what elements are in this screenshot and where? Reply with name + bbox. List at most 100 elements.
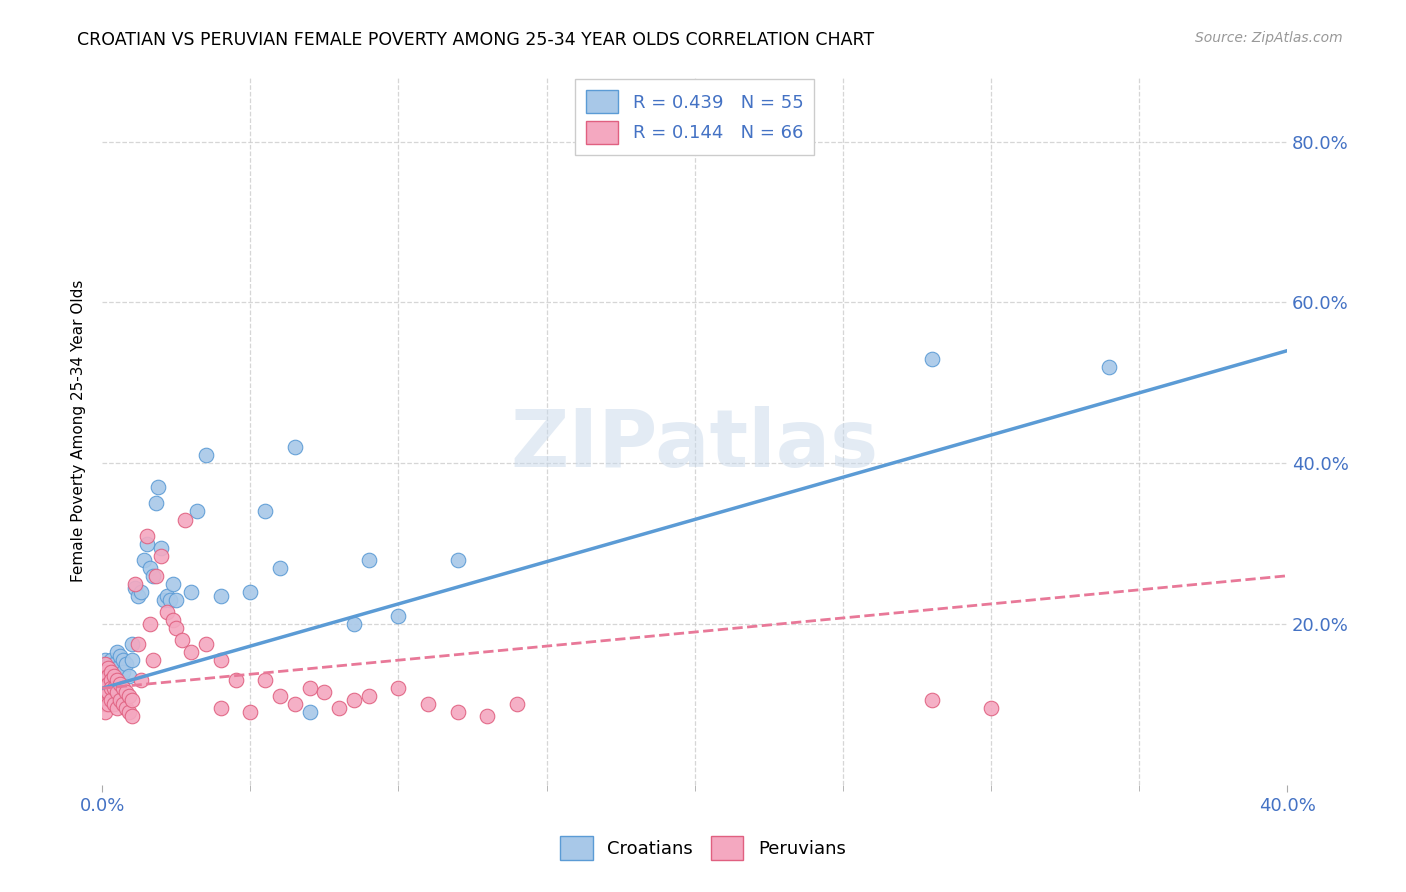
Point — [105, 685, 128, 699]
Point — [118, 690, 141, 704]
Point — [94, 661, 117, 675]
Point — [150, 549, 173, 563]
Point — [980, 701, 1002, 715]
Point — [162, 613, 184, 627]
Text: CROATIAN VS PERUVIAN FEMALE POVERTY AMONG 25-34 YEAR OLDS CORRELATION CHART: CROATIAN VS PERUVIAN FEMALE POVERTY AMON… — [77, 31, 875, 49]
Point — [124, 581, 146, 595]
Point — [145, 496, 167, 510]
Point — [97, 681, 120, 696]
Point — [115, 657, 138, 672]
Y-axis label: Female Poverty Among 25-34 Year Olds: Female Poverty Among 25-34 Year Olds — [72, 280, 86, 582]
Point — [103, 669, 125, 683]
Point — [269, 560, 291, 574]
Point — [165, 621, 187, 635]
Point — [94, 657, 117, 672]
Point — [105, 701, 128, 715]
Point — [118, 706, 141, 720]
Point — [138, 617, 160, 632]
Point — [94, 669, 117, 683]
Point — [121, 637, 143, 651]
Point — [343, 617, 366, 632]
Point — [100, 681, 122, 696]
Point — [118, 669, 141, 683]
Point — [94, 673, 117, 688]
Point — [209, 589, 232, 603]
Point — [357, 690, 380, 704]
Point — [142, 653, 165, 667]
Point — [239, 706, 262, 720]
Point — [100, 693, 122, 707]
Point — [921, 693, 943, 707]
Point — [254, 504, 277, 518]
Point — [103, 698, 125, 712]
Point — [129, 585, 152, 599]
Point — [94, 677, 117, 691]
Text: Source: ZipAtlas.com: Source: ZipAtlas.com — [1195, 31, 1343, 45]
Point — [108, 677, 131, 691]
Point — [100, 653, 122, 667]
Point — [108, 693, 131, 707]
Point — [97, 677, 120, 691]
Point — [135, 528, 157, 542]
Point — [121, 709, 143, 723]
Point — [284, 698, 307, 712]
Legend: Croatians, Peruvians: Croatians, Peruvians — [553, 830, 853, 867]
Point — [115, 685, 138, 699]
Point — [124, 576, 146, 591]
Point — [132, 552, 155, 566]
Point — [94, 665, 117, 680]
Point — [105, 677, 128, 691]
Point — [105, 661, 128, 675]
Point — [174, 512, 197, 526]
Point — [94, 690, 117, 704]
Point — [447, 706, 470, 720]
Point — [921, 351, 943, 366]
Point — [343, 693, 366, 707]
Point — [165, 593, 187, 607]
Point — [115, 701, 138, 715]
Point — [111, 698, 134, 712]
Point — [103, 681, 125, 696]
Point — [94, 653, 117, 667]
Point — [447, 552, 470, 566]
Point — [94, 698, 117, 712]
Point — [1098, 359, 1121, 374]
Point — [506, 698, 529, 712]
Point — [156, 589, 179, 603]
Point — [150, 541, 173, 555]
Point — [94, 706, 117, 720]
Point — [314, 685, 336, 699]
Point — [162, 576, 184, 591]
Point — [127, 637, 149, 651]
Point — [97, 685, 120, 699]
Point — [145, 568, 167, 582]
Point — [121, 653, 143, 667]
Point — [194, 637, 217, 651]
Point — [225, 673, 247, 688]
Point — [103, 681, 125, 696]
Point — [100, 665, 122, 680]
Point — [111, 653, 134, 667]
Point — [180, 645, 202, 659]
Point — [100, 673, 122, 688]
Point — [298, 681, 321, 696]
Text: ZIPatlas: ZIPatlas — [510, 406, 879, 484]
Point — [108, 649, 131, 664]
Point — [416, 698, 439, 712]
Point — [129, 673, 152, 688]
Legend: R = 0.439   N = 55, R = 0.144   N = 66: R = 0.439 N = 55, R = 0.144 N = 66 — [575, 79, 814, 154]
Point — [239, 585, 262, 599]
Point — [328, 701, 350, 715]
Point — [108, 673, 131, 688]
Point — [387, 681, 409, 696]
Point — [135, 536, 157, 550]
Point — [153, 593, 176, 607]
Point — [94, 681, 117, 696]
Point — [111, 665, 134, 680]
Point — [159, 593, 181, 607]
Point — [103, 657, 125, 672]
Point — [357, 552, 380, 566]
Point — [97, 673, 120, 688]
Point — [269, 690, 291, 704]
Point — [298, 706, 321, 720]
